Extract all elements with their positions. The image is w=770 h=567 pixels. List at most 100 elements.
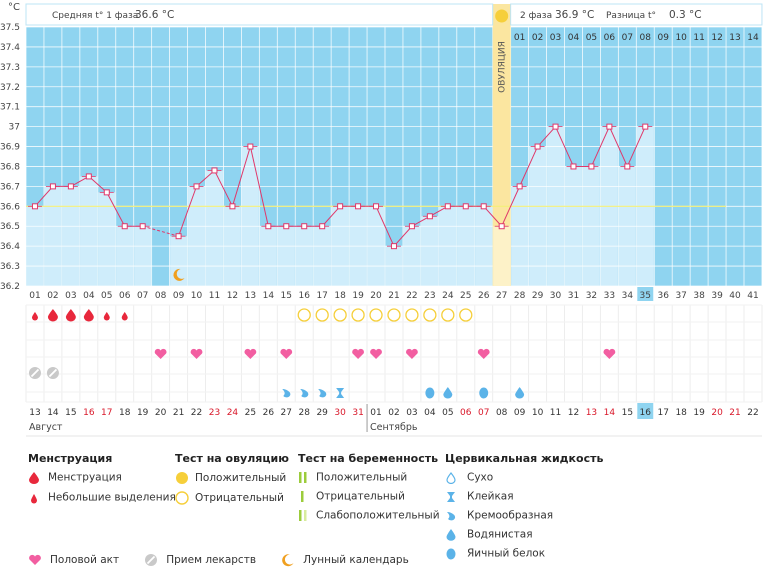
cycle-day-label: 13 <box>245 291 256 301</box>
heart-icon <box>352 348 364 359</box>
legend-eggwhite-label: Яичный белок <box>467 547 546 560</box>
legend-dry-item: Сухо <box>445 471 603 485</box>
calendar-date-label: 26 <box>263 408 275 418</box>
creamy-icon <box>318 389 327 398</box>
diff-label: Разница t° <box>606 11 656 21</box>
calendar-date-label: 11 <box>550 408 561 418</box>
calendar-date-label: 27 <box>281 408 292 418</box>
month-label: Август <box>29 422 63 433</box>
calendar-date-label: 13 <box>29 408 40 418</box>
calendar-date-label: 19 <box>693 408 705 418</box>
temp-bar <box>188 186 205 286</box>
heart-icon <box>154 348 167 359</box>
cycle-day-label: 18 <box>334 291 346 301</box>
temp-bar <box>98 192 116 286</box>
post-ovulation-day: 06 <box>604 33 616 43</box>
heart-icon <box>477 348 490 359</box>
cycle-day-label: 17 <box>316 291 327 301</box>
calendar-date-label: 21 <box>729 408 740 418</box>
temp-bar <box>62 186 80 286</box>
sticky-icon <box>447 492 455 502</box>
temp-bar <box>80 176 98 286</box>
temp-line-dashed <box>142 225 179 237</box>
calendar-date-label: 25 <box>245 408 256 418</box>
double-line-icon <box>299 472 307 483</box>
temp-bar <box>277 226 295 286</box>
calendar-date-label: 23 <box>209 408 220 418</box>
phase1-value: 36.6 °C <box>135 9 174 21</box>
y-tick-label: 36.6 <box>0 202 20 212</box>
legend-spotting-label: Небольшие выделения <box>48 491 176 504</box>
legend-pregnancy-test: Тест на беременность Положительный Отриц… <box>298 452 440 522</box>
legend-sticky-label: Клейкая <box>467 490 514 503</box>
post-ovulation-day: 13 <box>729 33 740 43</box>
temp-point <box>390 243 397 250</box>
legend-ovtest-positive-label: Положительный <box>195 472 287 484</box>
post-ovulation-day: 03 <box>550 33 561 43</box>
temp-point <box>121 223 128 230</box>
cycle-day-label: 25 <box>460 291 471 301</box>
ovtest-negative-icon <box>315 308 329 322</box>
legend-pregtest-positive-label: Положительный <box>316 471 408 484</box>
watery-drop-icon <box>446 529 456 541</box>
phase2-label: 2 фаза <box>520 11 552 21</box>
ovtest-negative-icon <box>387 308 401 322</box>
temp-point <box>534 143 541 150</box>
calendar-date-label: 15 <box>622 408 633 418</box>
post-ovulation-day: 08 <box>640 33 652 43</box>
post-ovulation-day: 11 <box>693 33 704 43</box>
pill-stripe <box>48 368 58 378</box>
heart-icon <box>603 348 616 359</box>
phase1-header-box <box>25 3 494 26</box>
temp-bar <box>313 226 331 286</box>
temp-point <box>624 163 631 170</box>
y-tick-label: 37.5 <box>0 23 20 33</box>
cycle-day-label: 06 <box>119 291 131 301</box>
current-day-highlight <box>637 287 654 301</box>
temp-point <box>103 189 110 196</box>
phase2-value: 36.9 °C <box>555 9 594 21</box>
cycle-day-label: 20 <box>370 291 382 301</box>
temp-bar <box>134 226 152 286</box>
pill-icon <box>145 554 158 566</box>
calendar-date-label: 03 <box>406 408 417 418</box>
calendar-date-label: 18 <box>119 408 131 418</box>
cycle-day-label: 09 <box>173 291 185 301</box>
temp-point <box>247 143 254 150</box>
temp-bar <box>44 186 62 286</box>
legend-menstruation-label: Менструация <box>48 471 122 484</box>
legend-intercourse-item: Половой акт <box>28 554 119 566</box>
legend-ovtest-negative-label: Отрицательный <box>195 492 284 504</box>
legend-bottom: Половой акт Прием лекарств Лунный календ… <box>28 548 409 567</box>
calendar-date-label: 05 <box>442 408 453 418</box>
legend-pregnancy-test-title: Тест на беременность <box>298 452 439 465</box>
temp-point <box>211 167 218 174</box>
temp-bar <box>421 216 439 286</box>
legend-eggwhite-item: Яичный белок <box>445 547 603 560</box>
temp-line-segment <box>321 205 341 227</box>
calendar-date-label: 19 <box>137 408 149 418</box>
legend-spotting-item: Небольшие выделения <box>28 491 176 504</box>
temp-point <box>355 203 362 210</box>
cycle-day-label: 10 <box>191 291 203 301</box>
temp-bar <box>116 226 134 286</box>
cycle-day-label: 24 <box>442 291 454 301</box>
diff-value: 0.3 °C <box>669 9 702 21</box>
temp-bar <box>529 146 547 286</box>
temp-bar <box>511 186 529 286</box>
y-tick-label: 36.5 <box>0 222 20 232</box>
watery-drop-icon <box>443 387 453 399</box>
menstruation-drop-icon <box>83 309 94 322</box>
legend-menstruation: Менструация Менструация Небольшие выделе… <box>28 452 176 504</box>
temp-bar <box>493 226 511 286</box>
cycle-day-label: 31 <box>568 291 579 301</box>
legend-sticky-item: Клейкая <box>445 490 603 503</box>
cycle-day-label: 26 <box>478 291 490 301</box>
temp-point <box>588 163 595 170</box>
calendar-date-label: 14 <box>47 408 59 418</box>
calendar-date-label: 16 <box>83 408 95 418</box>
calendar-date-label: 20 <box>711 408 723 418</box>
temp-line-segment <box>393 225 413 247</box>
calendar-date-label: 28 <box>298 408 310 418</box>
cycle-day-label: 39 <box>711 291 723 301</box>
